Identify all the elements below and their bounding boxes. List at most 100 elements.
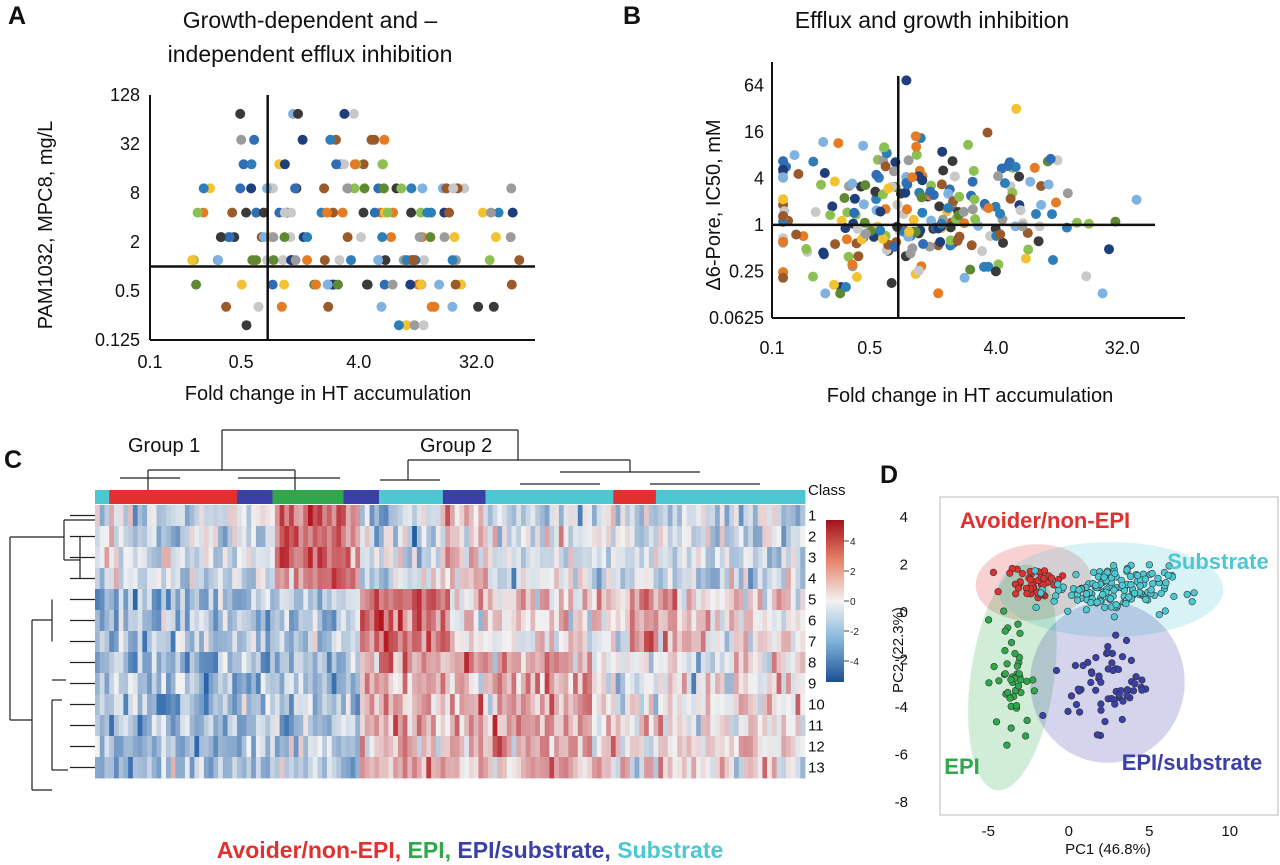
panel-a-point [258, 207, 269, 218]
heatmap-cell [345, 610, 351, 632]
heatmap-cell [218, 610, 224, 632]
heatmap-cell [696, 715, 702, 737]
heatmap-cell [715, 631, 721, 653]
heatmap-cell [743, 610, 749, 632]
pca-point [1054, 580, 1062, 588]
heatmap-cell [629, 694, 635, 716]
heatmap-cell [729, 673, 735, 695]
heatmap-cell [644, 505, 650, 527]
heatmap-cell [331, 694, 337, 716]
heatmap-cell [506, 631, 512, 653]
panel-b-point [901, 75, 912, 86]
panel-a-point [484, 255, 495, 266]
heatmap-cell [677, 694, 683, 716]
panel-a-point [325, 134, 336, 145]
heatmap-cell [435, 526, 441, 548]
heatmap-cell [99, 610, 105, 632]
heatmap-cell [573, 652, 579, 674]
heatmap-cell [426, 610, 432, 632]
heatmap-cell [767, 589, 773, 611]
pca-point [1162, 579, 1170, 587]
panel-b-point [993, 171, 1004, 182]
heatmap-cell [762, 568, 768, 590]
heatmap-cell [625, 673, 631, 695]
heatmap-cell [719, 568, 725, 590]
heatmap-cell [445, 610, 451, 632]
heatmap-row-label: 13 [808, 760, 825, 777]
heatmap-cell [719, 715, 725, 737]
heatmap-cell [454, 736, 460, 758]
heatmap-cell [194, 610, 200, 632]
heatmap-cell [558, 694, 564, 716]
heatmap-cell [151, 715, 157, 737]
panel-b-point [933, 288, 944, 299]
heatmap-cell [184, 610, 191, 632]
heatmap-cell [681, 631, 688, 653]
heatmap-cell [767, 757, 773, 779]
heatmap-cell [393, 505, 399, 527]
heatmap-cell [355, 757, 361, 779]
heatmap-cell [450, 673, 456, 695]
heatmap-cell [606, 673, 612, 695]
heatmap-cell [184, 694, 191, 716]
heatmap-cell [232, 694, 238, 716]
heatmap-cell [232, 673, 238, 695]
pca-point [1093, 731, 1101, 739]
heatmap-cell [521, 715, 527, 737]
heatmap-cell [421, 505, 427, 527]
heatmap-cell [132, 589, 138, 611]
heatmap-cell [672, 505, 678, 527]
heatmap-cell [653, 715, 659, 737]
heatmap-cell [582, 694, 588, 716]
heatmap-cell [317, 652, 323, 674]
heatmap-cell [208, 610, 214, 632]
heatmap-cell [99, 589, 105, 611]
heatmap-cell [573, 526, 579, 548]
heatmap-cell [681, 547, 688, 569]
pca-point [1099, 590, 1107, 599]
heatmap-cell [312, 715, 318, 737]
heatmap-cell [776, 631, 782, 653]
heatmap-cell [554, 715, 560, 737]
heatmap-cell [525, 673, 531, 695]
heatmap-cell [610, 694, 617, 716]
panel-b-point [1097, 288, 1108, 299]
heatmap-cell [227, 547, 233, 569]
heatmap-cell [478, 673, 484, 695]
heatmap-cell [440, 589, 446, 611]
panel-a-x-tick: 0.5 [229, 352, 254, 372]
heatmap-cell [255, 673, 262, 695]
pca-point [1016, 629, 1024, 637]
heatmap-cell [487, 568, 493, 590]
heatmap-cell [483, 526, 489, 548]
heatmap-cell [549, 715, 555, 737]
heatmap-cell [397, 715, 404, 737]
heatmap-cell [222, 652, 228, 674]
heatmap-cell [142, 736, 148, 758]
heatmap-cell [639, 631, 645, 653]
heatmap-cell [355, 547, 361, 569]
pca-point [1132, 673, 1140, 681]
panel-a-point [377, 159, 388, 170]
heatmap-cell [142, 715, 148, 737]
heatmap-cell [502, 526, 508, 548]
panel-a-point [235, 108, 246, 119]
panel-a-point [319, 183, 330, 194]
heatmap-cell [237, 568, 243, 590]
heatmap-cell [729, 652, 735, 674]
heatmap-cell [412, 715, 418, 737]
heatmap-cell [516, 589, 522, 611]
panel-d-label-epi-substrate: EPI/substrate [1122, 750, 1263, 775]
heatmap-cell [724, 736, 730, 758]
heatmap-cell [383, 568, 389, 590]
heatmap-cell [544, 568, 550, 590]
heatmap-cell [473, 505, 479, 527]
pca-point [1100, 573, 1108, 581]
heatmap-cell [260, 631, 266, 653]
heatmap-cell [677, 631, 683, 653]
heatmap-cell [686, 589, 692, 611]
heatmap-cell [279, 631, 285, 653]
heatmap-cell [776, 694, 782, 716]
heatmap-cell [416, 568, 422, 590]
heatmap-cell [681, 757, 688, 779]
